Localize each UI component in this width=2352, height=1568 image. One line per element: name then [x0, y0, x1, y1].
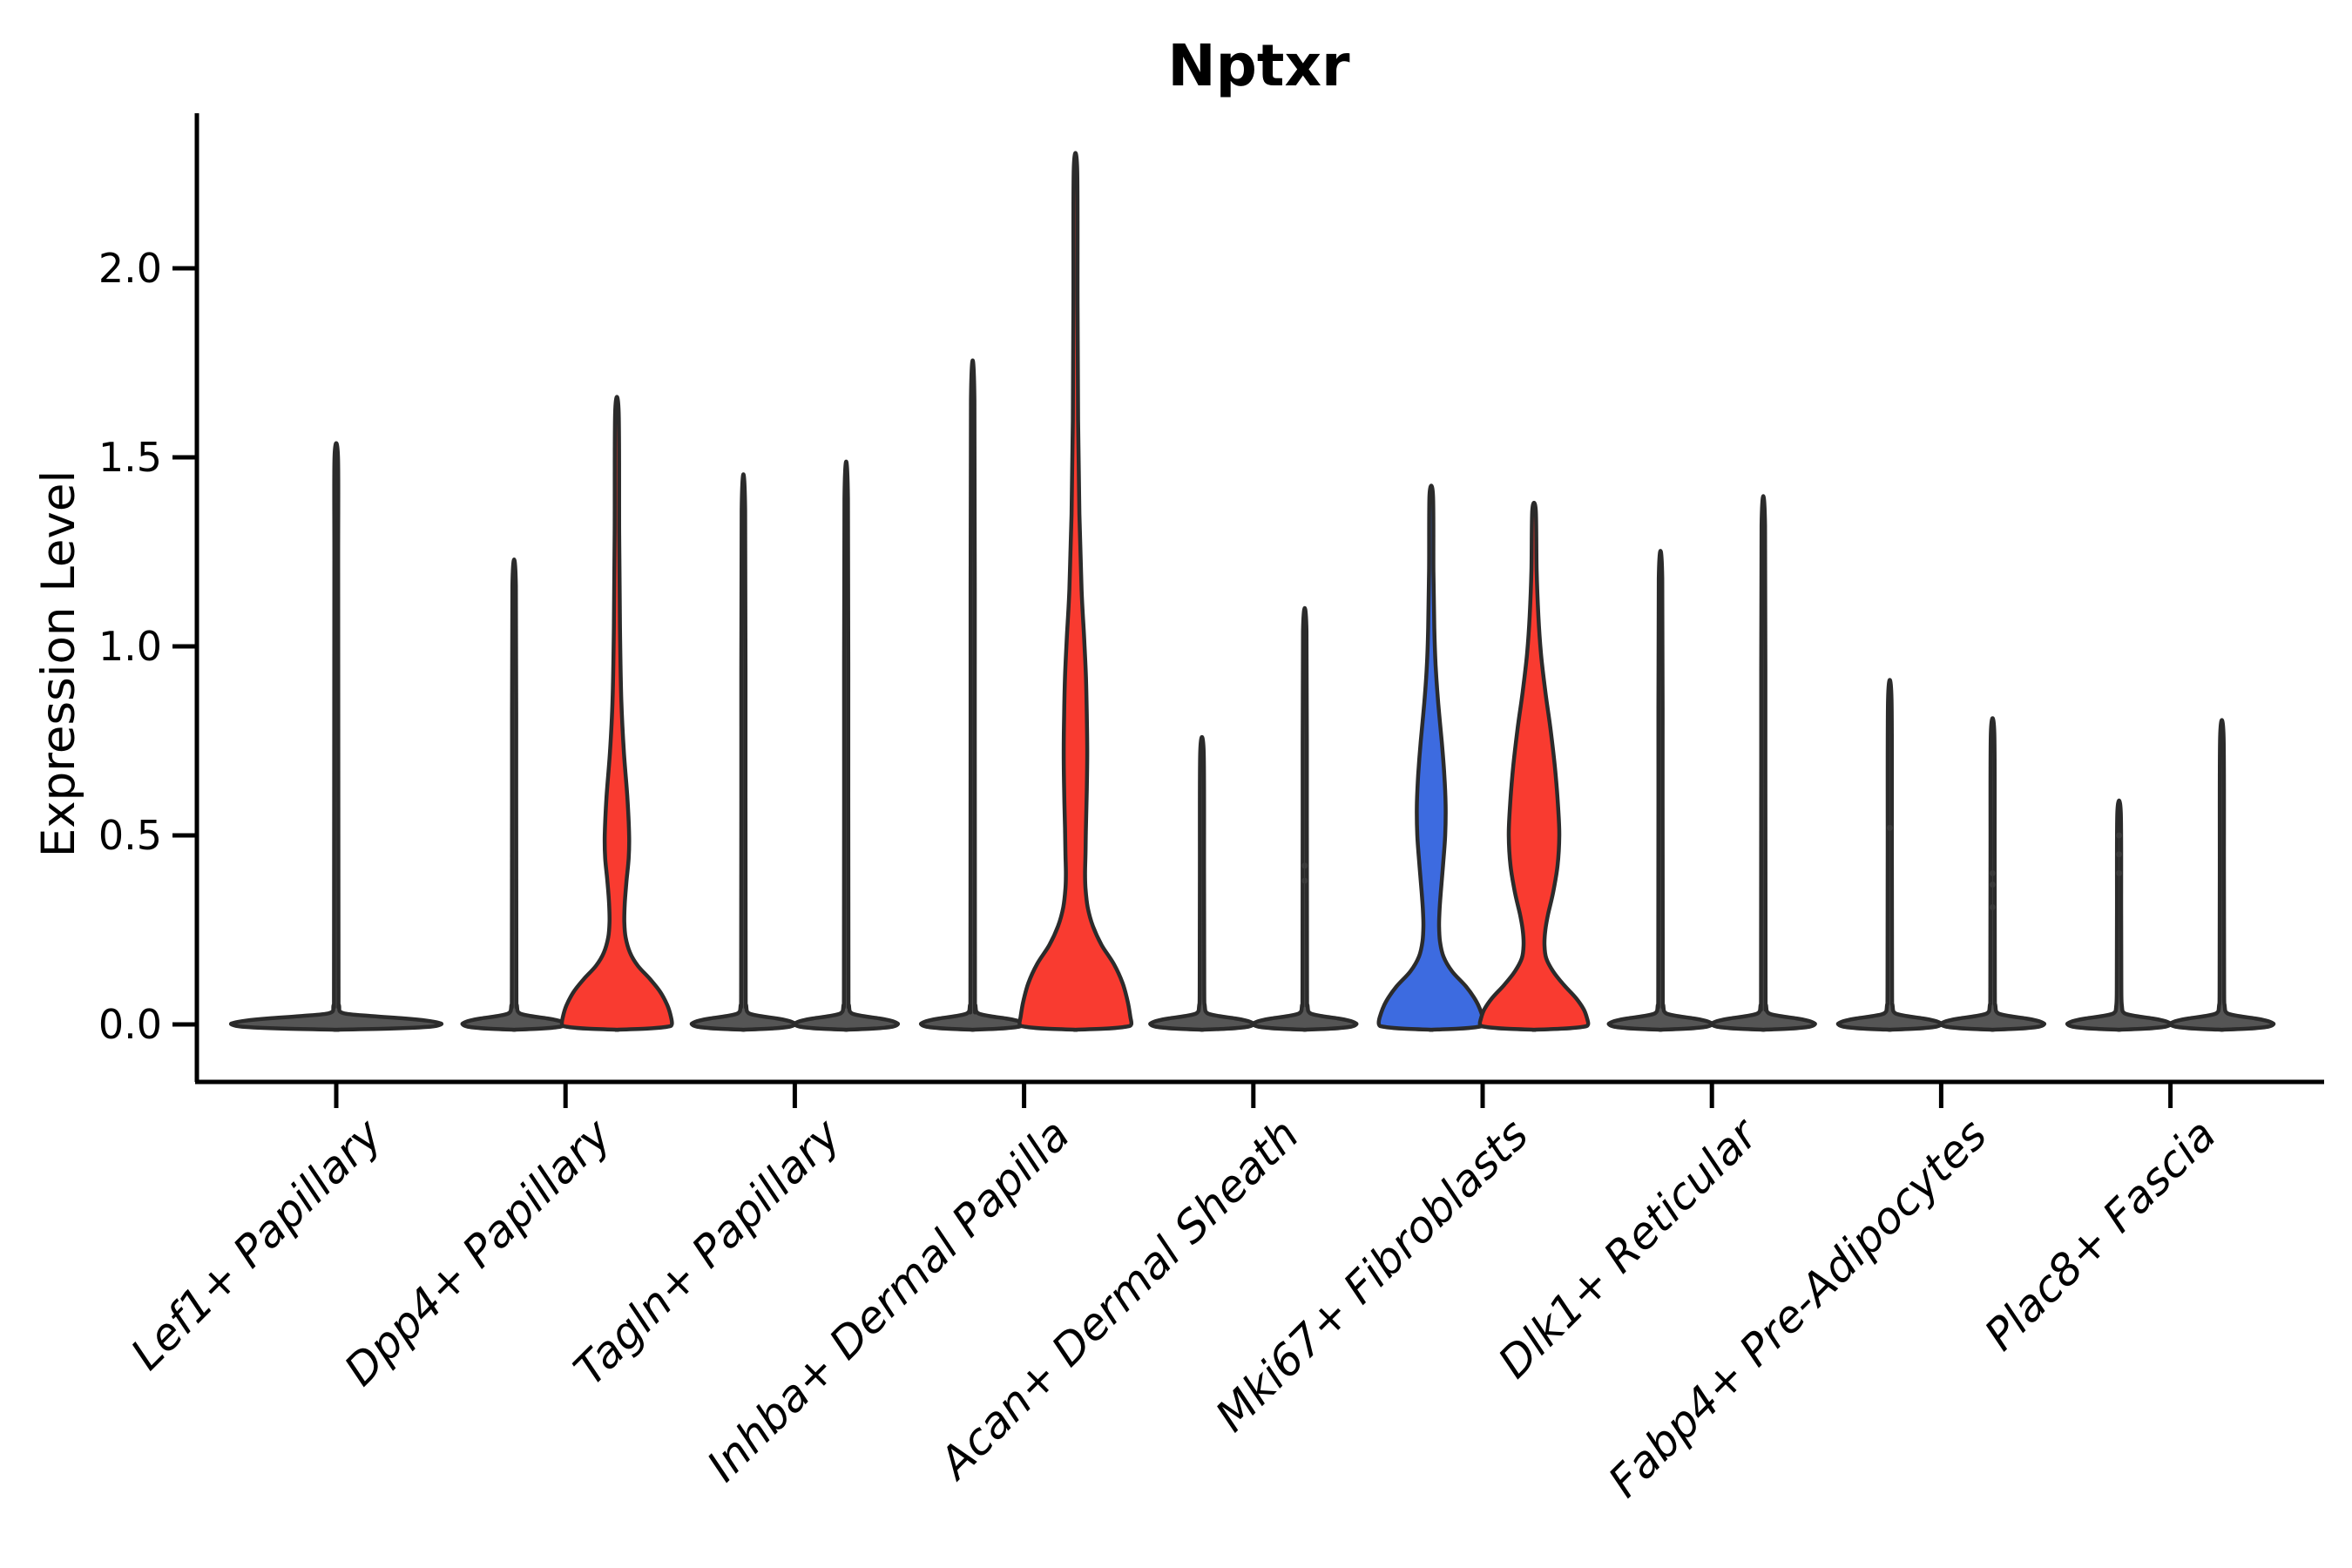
- y-axis-label: Expression Level: [32, 470, 85, 857]
- violin-dlk1-reticular-left: [1606, 549, 1714, 1032]
- jitter-point: [1989, 869, 1996, 876]
- y-tick-label: 1.5: [98, 434, 162, 481]
- violin-dpp4-papillary-right: [559, 395, 674, 1032]
- y-tick-label: 1.0: [98, 623, 162, 670]
- axes-layer: [172, 113, 2324, 1108]
- violin-inhba-dermal-papilla-right: [1017, 151, 1134, 1032]
- jitter-point: [1989, 881, 1996, 888]
- x-tick-label-plac8-fascia: Plac8+ Fascia: [1975, 1109, 2226, 1360]
- y-tick-label: 0.5: [98, 812, 162, 859]
- violin-plac8-fascia-left: [2065, 798, 2173, 1032]
- violin-fabp4-pre-adipocytes-left: [1835, 678, 1944, 1032]
- jitter-point: [1301, 862, 1308, 869]
- jitter-point: [1886, 824, 1893, 831]
- y-tick-label: 0.0: [98, 1001, 162, 1048]
- violin-mki67-fibroblasts-left: [1376, 483, 1486, 1032]
- violin-mki67-fibroblasts-right: [1477, 500, 1591, 1032]
- jitter-point: [2116, 869, 2123, 876]
- jitter-point: [1989, 903, 1996, 910]
- x-tick-label-fabp4-pre-adipocytes: Fabp4+ Pre-Adipocytes: [1598, 1109, 1997, 1507]
- x-tick-label-acan-dermal-sheath: Acan+ Dermal Sheath: [928, 1109, 1308, 1490]
- x-tick-label-inhba-dermal-papilla: Inhba+ Dermal Papilla: [698, 1109, 1079, 1490]
- jitter-point: [2116, 851, 2123, 858]
- violin-tagln-papillary-right: [792, 459, 901, 1032]
- x-tick-label-lef1-papillary: Lef1+ Papillary: [121, 1108, 392, 1379]
- violin-acan-dermal-sheath-right: [1251, 606, 1359, 1032]
- violin-lef1-papillary-single: [228, 441, 444, 1032]
- violin-tagln-papillary-left: [689, 472, 798, 1032]
- violin-inhba-dermal-papilla-left: [918, 358, 1027, 1032]
- violin-layer: [228, 151, 2276, 1032]
- chart-title: Nptxr: [1167, 32, 1350, 99]
- y-tick-label: 2.0: [98, 245, 162, 292]
- violin-plac8-fascia-right: [2167, 718, 2276, 1032]
- violin-dpp4-papillary-left: [460, 557, 568, 1032]
- jitter-point: [1301, 877, 1308, 884]
- violin-dlk1-reticular-right: [1709, 494, 1817, 1032]
- jitter-point: [2116, 832, 2123, 839]
- violin-acan-dermal-sheath-left: [1148, 734, 1256, 1032]
